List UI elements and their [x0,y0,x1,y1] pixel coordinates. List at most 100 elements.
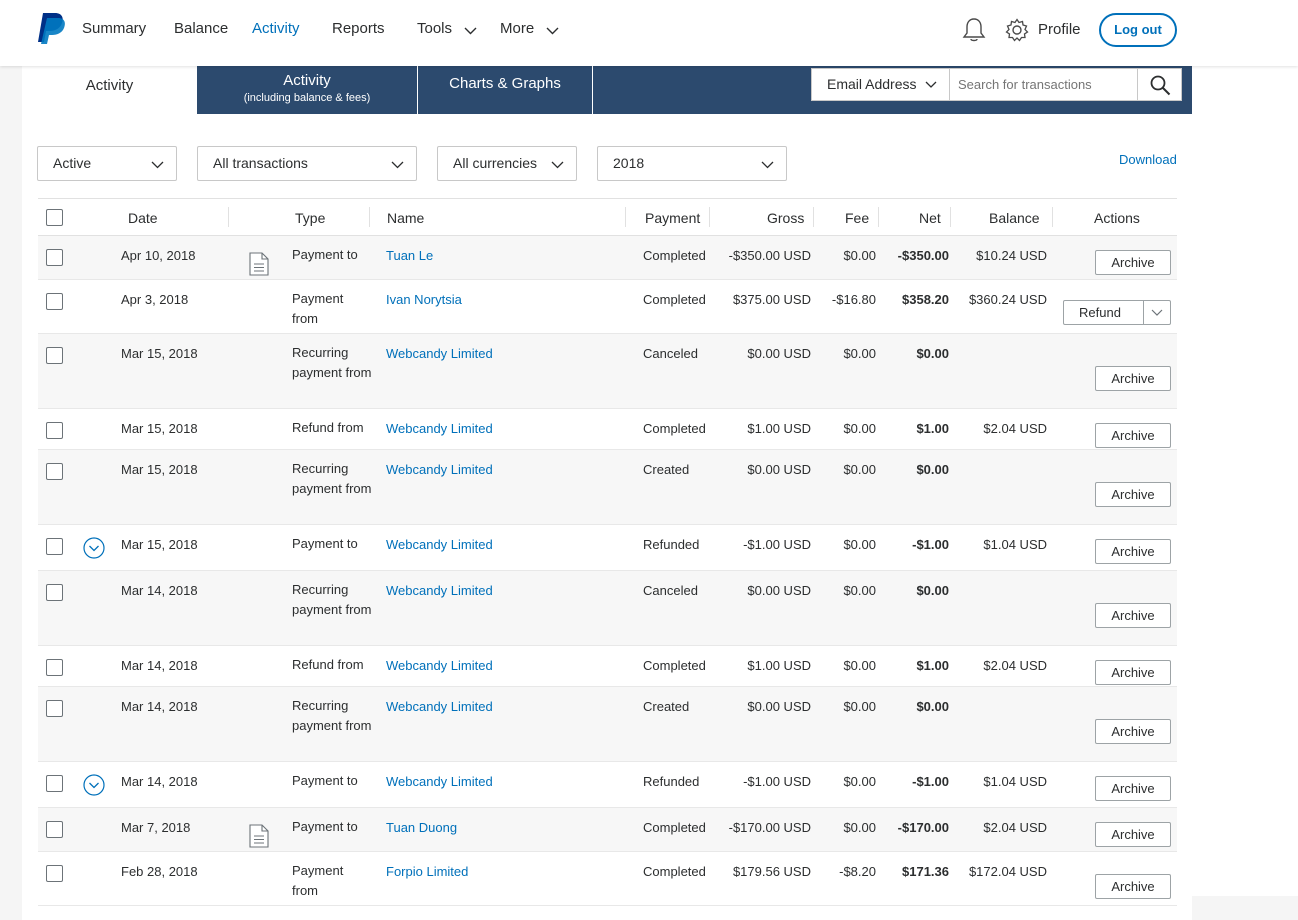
column-net[interactable]: Net [919,210,941,226]
year-filter[interactable]: 2018 [597,146,787,181]
row-checkbox[interactable] [46,422,63,439]
table-row[interactable]: Mar 14, 2018 Payment to Webcandy Limited Re… [38,762,1177,808]
row-name-link[interactable]: Webcandy Limited [386,421,493,436]
row-name-link[interactable]: Webcandy Limited [386,658,493,673]
table-row[interactable]: Mar 15, 2018 Recurring payment from Webcan… [38,450,1177,525]
archive-button[interactable]: Archive [1095,539,1171,564]
table-row[interactable]: Mar 15, 2018 Recurring payment from Webcan… [38,334,1177,409]
archive-button[interactable]: Archive [1095,603,1171,628]
nav-reports[interactable]: Reports [332,20,385,37]
nav-summary[interactable]: Summary [82,20,147,37]
column-type[interactable]: Type [295,210,326,226]
row-name-link[interactable]: Webcandy Limited [386,462,493,477]
select-all-checkbox[interactable] [46,209,63,226]
row-gross: -$1.00 USD [743,537,811,552]
row-checkbox[interactable] [46,347,63,364]
nav-tools[interactable]: Tools [417,20,477,37]
row-name-link[interactable]: Ivan Norytsia [386,292,462,307]
row-net: $171.36 [902,864,949,879]
tab-activity[interactable]: Activity [22,66,197,114]
table-row[interactable]: Mar 14, 2018 Recurring payment from Webcan… [38,571,1177,646]
document-icon[interactable] [249,252,269,276]
column-payment[interactable]: Payment [645,210,701,226]
row-name-link[interactable]: Forpio Limited [386,864,469,879]
nav-activity[interactable]: Activity [252,20,300,37]
nav-balance[interactable]: Balance [174,20,229,37]
table-row[interactable]: Apr 10, 2018 Payment to Tuan Le Completed -$… [38,236,1177,280]
table-row[interactable]: Mar 15, 2018 Refund from Webcandy Limited C… [38,409,1177,450]
row-checkbox[interactable] [46,821,63,838]
row-checkbox[interactable] [46,463,63,480]
search-input[interactable] [950,68,1138,101]
archive-button[interactable]: Archive [1095,250,1171,275]
column-date[interactable]: Date [128,210,158,226]
search-field-select[interactable]: Email Address [811,68,950,101]
column-gross[interactable]: Gross [767,210,805,226]
tab-activity-label: Activity [85,77,134,94]
search-button[interactable] [1137,68,1182,101]
archive-button[interactable]: Archive [1095,874,1171,899]
refund-button[interactable]: Refund [1063,300,1171,325]
row-gross: $0.00 USD [747,583,811,598]
row-checkbox[interactable] [46,775,63,792]
table-row[interactable]: Mar 15, 2018 Payment to Webcandy Limited Re… [38,525,1177,571]
column-name[interactable]: Name [387,210,425,226]
row-checkbox[interactable] [46,249,63,266]
archive-button[interactable]: Archive [1095,776,1171,801]
column-balance[interactable]: Balance [989,210,1040,226]
row-fee: $0.00 [843,537,876,552]
paypal-logo-icon[interactable] [36,12,66,44]
row-checkbox[interactable] [46,538,63,555]
row-name-link[interactable]: Webcandy Limited [386,583,493,598]
logout-button[interactable]: Log out [1099,13,1177,47]
chevron-down-icon [761,161,774,169]
table-row[interactable]: Feb 28, 2018 Payment from Forpio Limited Co… [38,852,1177,906]
row-name-link[interactable]: Webcandy Limited [386,346,493,361]
row-checkbox[interactable] [46,584,63,601]
currency-filter[interactable]: All currencies [437,146,577,181]
row-net: -$1.00 [912,774,949,789]
archive-button[interactable]: Archive [1095,822,1171,847]
row-name-link[interactable]: Webcandy Limited [386,537,493,552]
bell-icon[interactable] [962,17,986,43]
expand-circle-icon[interactable] [83,774,105,796]
nav-more[interactable]: More [500,20,559,37]
row-name-link[interactable]: Webcandy Limited [386,774,493,789]
search-icon [1150,75,1171,96]
document-icon[interactable] [249,824,269,848]
table-row[interactable]: Mar 14, 2018 Recurring payment from Webcan… [38,687,1177,762]
status-filter[interactable]: Active [37,146,177,181]
gear-icon[interactable] [1005,18,1029,42]
tab-activity-including-fees[interactable]: Activity (including balance & fees) [197,66,418,114]
top-navigation: Summary Balance Activity Reports Tools M… [0,0,1298,66]
activity-card: Activity Activity (including balance & f… [22,66,1192,920]
archive-button[interactable]: Archive [1095,660,1171,685]
column-divider [1052,207,1053,227]
row-name-link[interactable]: Tuan Duong [386,820,458,835]
column-fee[interactable]: Fee [845,210,870,226]
row-date: Mar 15, 2018 [121,421,198,436]
row-net: $0.00 [916,462,949,477]
row-net: -$350.00 [897,248,949,263]
row-name-link[interactable]: Tuan Le [386,248,434,263]
transaction-type-filter[interactable]: All transactions [197,146,417,181]
row-checkbox[interactable] [46,293,63,310]
chevron-down-icon[interactable] [1151,301,1163,324]
table-row[interactable]: Mar 7, 2018 Payment to Tuan Duong Completed… [38,808,1177,852]
row-checkbox[interactable] [46,659,63,676]
table-row[interactable]: Mar 14, 2018 Refund from Webcandy Limited C… [38,646,1177,687]
archive-button[interactable]: Archive [1095,719,1171,744]
expand-circle-icon[interactable] [83,537,105,559]
row-type: Payment from [292,863,344,898]
chevron-down-icon [546,27,559,35]
profile-link[interactable]: Profile [1038,21,1081,38]
archive-button[interactable]: Archive [1095,482,1171,507]
table-row[interactable]: Apr 3, 2018 Payment from Ivan Norytsia Comp… [38,280,1177,334]
row-name-link[interactable]: Webcandy Limited [386,699,493,714]
tab-charts-graphs[interactable]: Charts & Graphs [418,66,593,114]
row-checkbox[interactable] [46,700,63,717]
download-link[interactable]: Download [1119,152,1177,167]
row-checkbox[interactable] [46,865,63,882]
archive-button[interactable]: Archive [1095,423,1171,448]
archive-button[interactable]: Archive [1095,366,1171,391]
